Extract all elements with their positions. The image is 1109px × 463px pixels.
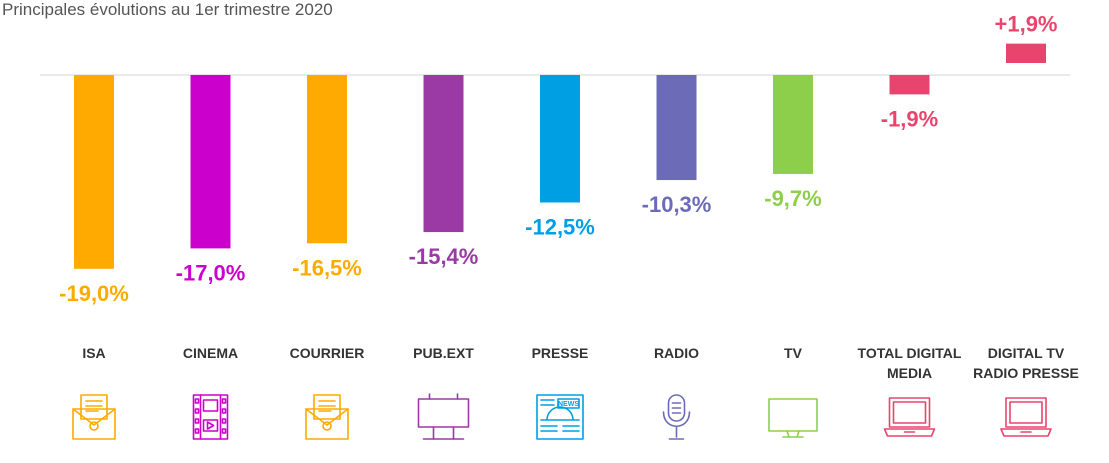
film-strip-icon (192, 394, 229, 440)
category-label: TV (784, 345, 803, 361)
chart-title: Principales évolutions au 1er trimestre … (2, 0, 333, 19)
bar (190, 75, 231, 249)
category-label: DIGITAL TV (988, 345, 1065, 361)
category-label: PRESSE (532, 345, 589, 361)
laptop-icon (883, 397, 936, 437)
category-label: RADIO PRESSE (973, 365, 1079, 381)
newspaper-icon-label: NEWS (558, 401, 579, 408)
category-label: PUB.EXT (413, 345, 474, 361)
envelope-icon (305, 394, 349, 440)
category-label: ISA (82, 345, 105, 361)
bar-value-label: +1,9% (995, 12, 1058, 37)
bar (423, 75, 464, 233)
category-label: TOTAL DIGITAL (858, 345, 962, 361)
microphone-icon (662, 394, 691, 440)
category-label: MEDIA (887, 365, 932, 381)
newspaper-icon: NEWS (536, 394, 584, 440)
category-label: COURRIER (290, 345, 365, 361)
bar-value-label: -16,5% (292, 255, 362, 280)
bar-value-label: -15,4% (409, 244, 479, 269)
envelope-icon (72, 394, 116, 440)
category-label: CINEMA (183, 345, 238, 361)
bar (773, 75, 813, 174)
bar (540, 75, 580, 203)
bar (1006, 43, 1046, 63)
bar-value-label: -10,3% (642, 192, 712, 217)
bar-value-label: -12,5% (525, 215, 595, 240)
tv-icon (768, 398, 818, 438)
laptop-icon (1000, 397, 1052, 437)
bar-value-label: -1,9% (881, 106, 938, 131)
bar (656, 75, 697, 181)
category-label: RADIO (654, 345, 699, 361)
bar (889, 75, 930, 95)
bar-value-label: -9,7% (764, 186, 821, 211)
bar-value-label: -19,0% (59, 281, 129, 306)
bar (307, 75, 347, 244)
bar (74, 75, 114, 269)
billboard-icon (417, 393, 470, 440)
bar-value-label: -17,0% (176, 260, 246, 285)
